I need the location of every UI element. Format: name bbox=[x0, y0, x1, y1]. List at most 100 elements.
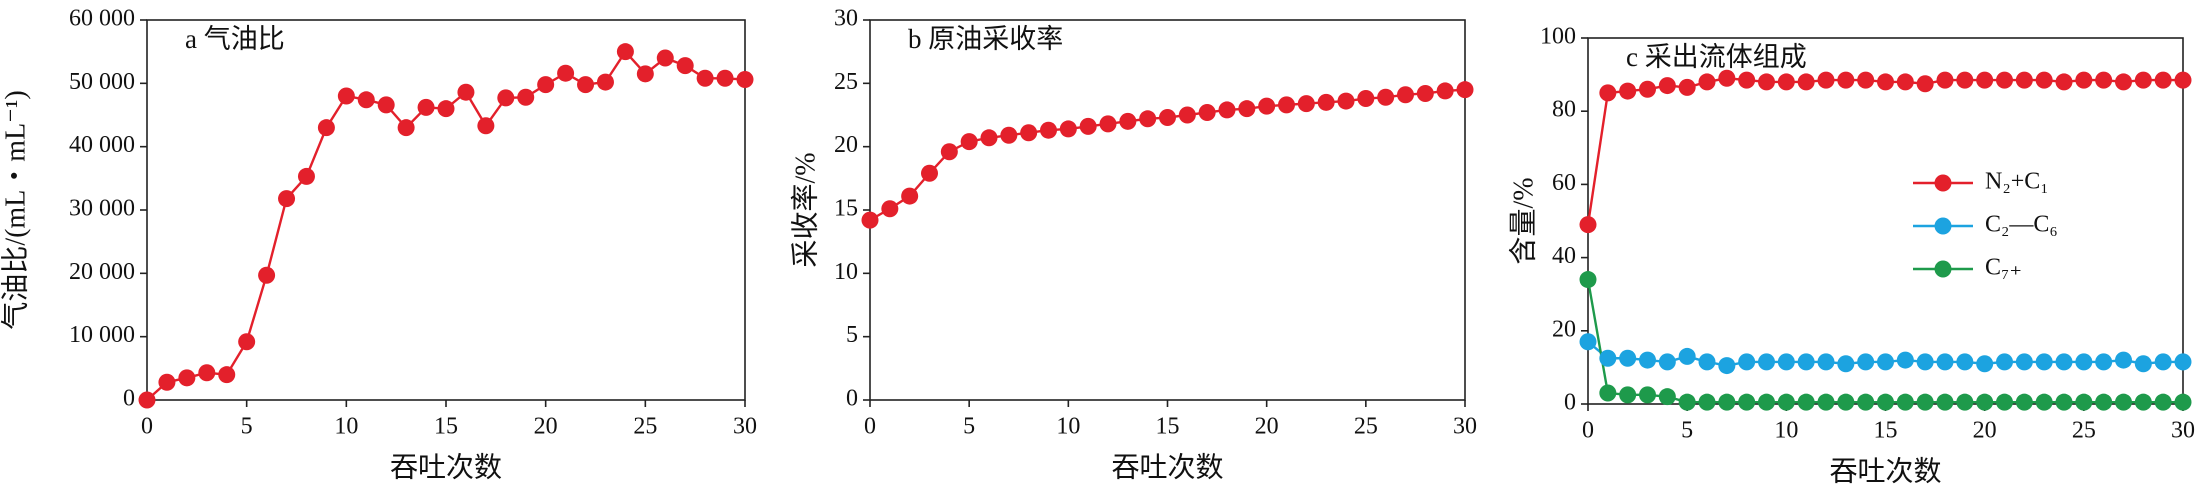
data-point bbox=[2134, 393, 2152, 411]
data-point bbox=[2115, 351, 2132, 369]
data-point bbox=[178, 369, 196, 387]
data-point bbox=[1397, 86, 1414, 104]
data-point bbox=[1678, 347, 1696, 365]
y-tick-label: 0 bbox=[1564, 390, 1576, 416]
data-point bbox=[1797, 353, 1815, 371]
y-tick-label: 40 000 bbox=[69, 132, 135, 158]
x-tick-label: 0 bbox=[1582, 418, 1594, 444]
data-point bbox=[1619, 349, 1637, 367]
y-tick-label: 20 000 bbox=[69, 259, 135, 285]
x-tick-label: 20 bbox=[1255, 414, 1279, 440]
data-point bbox=[2174, 71, 2192, 89]
x-tick-label: 20 bbox=[534, 414, 558, 440]
data-point bbox=[1040, 121, 1057, 139]
chart-title: c 采出流体组成 bbox=[1626, 42, 1807, 72]
y-axis-label: 气油比/(mL・mL⁻¹) bbox=[0, 90, 31, 329]
data-point bbox=[1639, 386, 1656, 404]
data-point bbox=[377, 96, 395, 114]
data-point bbox=[1936, 71, 1954, 89]
legend-label: C₂—C₆ bbox=[1985, 212, 2058, 238]
data-point bbox=[1317, 93, 1335, 111]
data-point bbox=[1738, 353, 1756, 371]
data-point bbox=[901, 187, 919, 205]
data-point bbox=[1916, 75, 1934, 93]
data-point bbox=[2075, 71, 2093, 89]
x-axis-label: 吞吐次数 bbox=[1111, 451, 1223, 483]
data-point bbox=[238, 333, 256, 351]
data-point bbox=[577, 76, 595, 94]
data-point bbox=[1619, 386, 1637, 404]
legend-marker bbox=[1934, 260, 1952, 278]
data-point bbox=[1000, 126, 1018, 144]
data-point bbox=[517, 88, 535, 106]
data-point bbox=[497, 89, 515, 107]
data-point bbox=[1678, 393, 1696, 411]
data-point bbox=[656, 49, 674, 67]
data-point bbox=[457, 83, 475, 101]
data-point bbox=[1718, 69, 1736, 87]
data-point bbox=[1337, 92, 1355, 110]
y-tick-label: 30 bbox=[834, 6, 858, 32]
y-tick-label: 20 bbox=[834, 132, 858, 158]
data-point bbox=[138, 391, 156, 409]
y-tick-label: 60 bbox=[1552, 170, 1576, 196]
data-point bbox=[2075, 393, 2093, 411]
data-point bbox=[861, 211, 879, 229]
data-point bbox=[1777, 393, 1795, 411]
data-point bbox=[2015, 353, 2033, 371]
data-point bbox=[1619, 82, 1637, 100]
data-point bbox=[2095, 393, 2113, 411]
data-point bbox=[1777, 353, 1795, 371]
data-point bbox=[158, 373, 176, 391]
legend-label: N₂+C₁ bbox=[1985, 169, 2049, 195]
x-tick-label: 15 bbox=[434, 414, 458, 440]
data-point bbox=[297, 167, 315, 185]
data-point bbox=[1877, 353, 1894, 371]
data-point bbox=[1738, 71, 1756, 89]
data-point bbox=[596, 73, 614, 91]
data-point bbox=[2055, 73, 2073, 91]
data-point bbox=[2035, 393, 2053, 411]
data-point bbox=[1936, 393, 1954, 411]
data-point bbox=[2115, 393, 2132, 411]
data-point bbox=[2015, 393, 2033, 411]
data-point bbox=[1837, 71, 1855, 89]
data-point bbox=[1976, 393, 1994, 411]
y-tick-label: 5 bbox=[846, 322, 858, 348]
data-point bbox=[1178, 106, 1196, 124]
data-point bbox=[1059, 120, 1077, 138]
x-tick-label: 5 bbox=[1681, 418, 1693, 444]
data-point bbox=[1238, 100, 1256, 118]
data-point bbox=[1837, 355, 1855, 373]
data-point bbox=[1698, 393, 1716, 411]
plot-frame bbox=[869, 19, 1466, 401]
data-point bbox=[1579, 333, 1597, 351]
data-point bbox=[1416, 84, 1434, 102]
data-point bbox=[1857, 393, 1875, 411]
x-tick-label: 10 bbox=[1056, 414, 1080, 440]
y-axis-label: 含量/% bbox=[1507, 177, 1539, 264]
data-point bbox=[1758, 353, 1775, 371]
plot-frame bbox=[1587, 37, 2184, 405]
data-point bbox=[1916, 353, 1934, 371]
chart: 0 5 10 15 20 25 30 0 10 000 20 000 30 000 40 000 50 … bbox=[0, 6, 757, 484]
data-point bbox=[1817, 71, 1835, 89]
x-tick-label: 15 bbox=[1156, 414, 1180, 440]
y-axis-label: 采收率/% bbox=[789, 152, 821, 267]
data-point bbox=[278, 190, 296, 208]
x-tick-label: 25 bbox=[633, 414, 657, 440]
data-point bbox=[2154, 353, 2172, 371]
y-tick-label: 80 bbox=[1552, 97, 1576, 123]
data-point bbox=[1357, 90, 1375, 108]
legend-label: C₇₊ bbox=[1985, 255, 2022, 281]
x-tick-label: 10 bbox=[334, 414, 358, 440]
data-point bbox=[1877, 393, 1894, 411]
data-point bbox=[1817, 393, 1835, 411]
x-tick-label: 20 bbox=[1973, 418, 1997, 444]
data-point bbox=[1436, 82, 1454, 100]
y-tick-label: 10 000 bbox=[69, 322, 135, 348]
data-point bbox=[2035, 71, 2053, 89]
chart-title: a 气油比 bbox=[185, 24, 285, 54]
data-point bbox=[1896, 73, 1914, 91]
